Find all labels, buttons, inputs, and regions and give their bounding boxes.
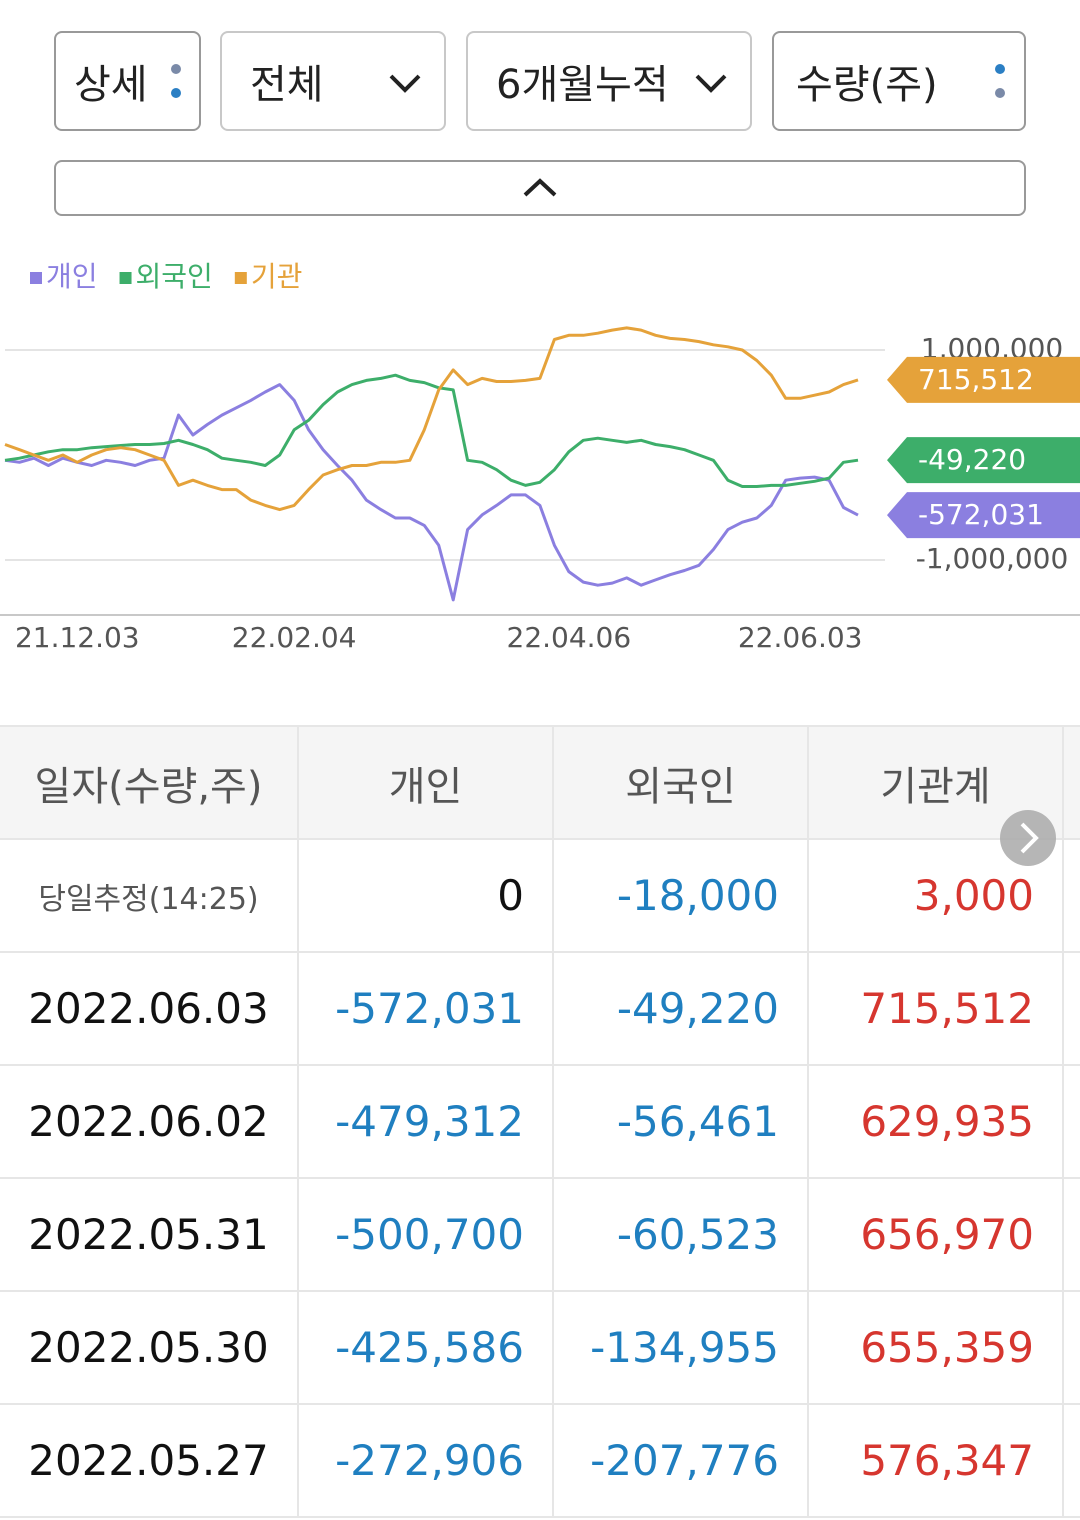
- x-tick-label: 22.02.04: [232, 621, 357, 654]
- value-cell: -56,461: [553, 1065, 809, 1179]
- date-cell: 2022.05.31: [0, 1178, 299, 1292]
- legend-swatch: [234, 272, 247, 284]
- value-cell: 0: [298, 839, 554, 953]
- table-row: 2022.06.03 -572,031 -49,220 715,512: [0, 952, 1080, 1066]
- value-cell: -272,906: [298, 1404, 554, 1518]
- select-label: 상세: [74, 62, 148, 108]
- value-cell: [1063, 1178, 1080, 1292]
- scroll-right-button[interactable]: [999, 809, 1057, 867]
- value-cell: -49,220: [553, 952, 809, 1066]
- value-cell: -425,586: [298, 1291, 554, 1405]
- header-cell: [1063, 725, 1080, 840]
- value-cell: -18,000: [553, 839, 809, 953]
- select-label: 전체: [250, 62, 324, 108]
- end-tag: [887, 356, 1080, 403]
- menu-dots: [171, 64, 181, 98]
- x-tick-label: 21.12.03: [15, 621, 140, 654]
- value-cell: 715,512: [808, 952, 1064, 1066]
- series-line: [4, 373, 859, 488]
- x-tick-label: 22.06.03: [738, 621, 863, 654]
- select-label: 수량(주): [796, 62, 938, 108]
- end-label: 715,512: [918, 363, 1034, 396]
- legend-label: 외국인: [136, 260, 213, 293]
- select-label: 6개월누적: [496, 62, 669, 108]
- collapse-button[interactable]: [54, 160, 1026, 216]
- date-cell: 2022.05.30: [0, 1291, 299, 1405]
- value-cell: [1063, 1291, 1080, 1405]
- value-cell: [1063, 1404, 1080, 1518]
- table-row: 2022.06.02 -479,312 -56,461 629,935: [0, 1065, 1080, 1179]
- table-row: 2022.05.30 -425,586 -134,955 655,359: [0, 1291, 1080, 1405]
- header-cell: 일자(수량,주): [0, 725, 299, 840]
- unit-select[interactable]: 수량(주): [772, 31, 1026, 131]
- legend-label: 기관: [251, 260, 303, 293]
- data-table: 일자(수량,주) 개인 외국인 기관계 당일추정(14:25) 0 -18,000 3,000…: [0, 725, 1080, 1518]
- scope-select[interactable]: 전체: [220, 31, 446, 131]
- value-cell: 655,359: [808, 1291, 1064, 1405]
- chevron-down: [389, 74, 421, 93]
- value-cell: -572,031: [298, 952, 554, 1066]
- value-cell: -60,523: [553, 1178, 809, 1292]
- series-line: [4, 383, 859, 602]
- date-cell: 2022.05.27: [0, 1404, 299, 1518]
- legend-swatch: [119, 272, 132, 284]
- value-cell: -134,955: [553, 1291, 809, 1405]
- legend-label: 개인: [46, 260, 98, 293]
- header-cell: 외국인: [553, 725, 809, 840]
- value-cell: 576,347: [808, 1404, 1064, 1518]
- date-cell: 2022.06.02: [0, 1065, 299, 1179]
- value-cell: [1063, 839, 1080, 953]
- value-cell: -479,312: [298, 1065, 554, 1179]
- date-cell: 2022.06.03: [0, 952, 299, 1066]
- table-row: 당일추정(14:25) 0 -18,000 3,000: [0, 839, 1080, 953]
- series-line: [4, 326, 859, 512]
- table-row: 2022.05.27 -272,906 -207,776 576,347: [0, 1404, 1080, 1518]
- header-row: 일자(수량,주) 개인 외국인 기관계: [0, 725, 1080, 840]
- legend-swatch: [30, 272, 42, 284]
- end-label: -49,220: [918, 443, 1026, 476]
- table-row: 2022.05.31 -500,700 -60,523 656,970: [0, 1178, 1080, 1292]
- end-tag: [887, 437, 1080, 484]
- header-cell: 개인: [298, 725, 554, 840]
- end-tag: [887, 492, 1080, 539]
- value-cell: -500,700: [298, 1178, 554, 1292]
- value-cell: [1063, 952, 1080, 1066]
- detail-select[interactable]: 상세: [54, 31, 201, 131]
- date-cell: 당일추정(14:25): [0, 839, 299, 953]
- chevron-down: [695, 74, 727, 93]
- value-cell: 629,935: [808, 1065, 1064, 1179]
- menu-dots: [995, 64, 1005, 98]
- value-cell: -207,776: [553, 1404, 809, 1518]
- value-cell: [1063, 1065, 1080, 1179]
- x-tick-label: 22.04.06: [507, 621, 632, 654]
- chevron-up: [523, 178, 557, 197]
- period-select[interactable]: 6개월누적: [466, 31, 752, 131]
- value-cell: 656,970: [808, 1178, 1064, 1292]
- y-tick-label: -1,000,000: [916, 542, 1069, 575]
- end-label: -572,031: [918, 498, 1044, 531]
